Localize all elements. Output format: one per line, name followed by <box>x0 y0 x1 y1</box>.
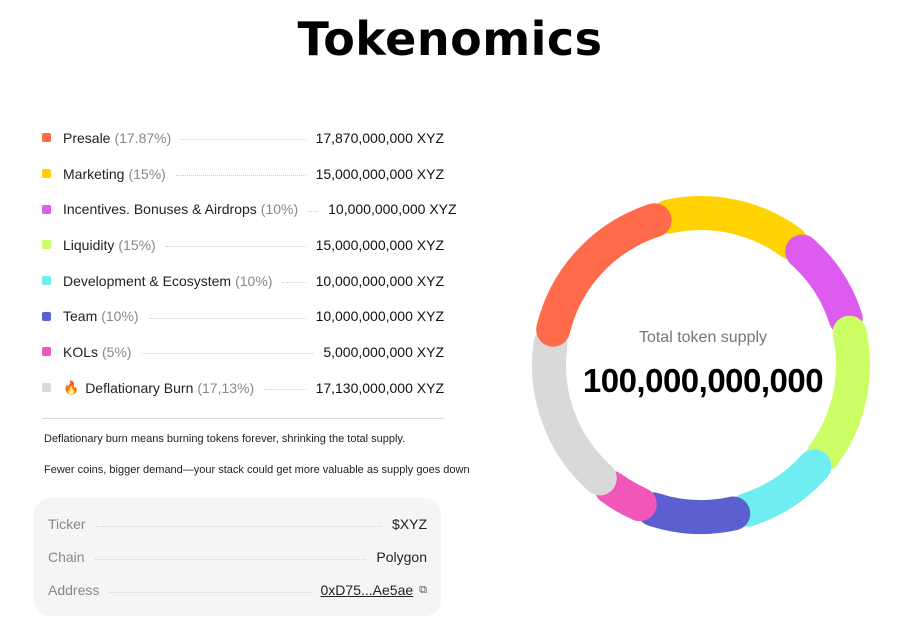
copy-icon[interactable]: ⧉ <box>419 583 427 596</box>
chain-value: Polygon <box>376 549 427 565</box>
legend-item-percent: (10%) <box>101 308 139 325</box>
legend-item-amount: 17,130,000,000 XYZ <box>315 379 444 396</box>
legend-item-amount: 15,000,000,000 XYZ <box>315 165 444 182</box>
legend-item-liquidity: Liquidity (15%) 15,000,000,000 XYZ <box>42 227 444 263</box>
legend-item-label: KOLs <box>63 343 99 360</box>
total-supply-value: 100,000,000,000 <box>582 362 824 399</box>
legend-item-amount: 15,000,000,000 XYZ <box>315 236 444 253</box>
donut-segment-incentives-bonuses-airdrops <box>785 234 863 336</box>
legend-item-amount: 5,000,000,000 XYZ <box>323 343 444 360</box>
dotted-leader <box>282 282 306 284</box>
dotted-leader <box>264 389 306 391</box>
contract-address-link[interactable]: 0xD75...Ae5ae <box>320 582 414 598</box>
legend-item-presale: Presale (17.87%) 17,870,000,000 XYZ <box>42 120 444 156</box>
dotted-leader <box>95 525 382 527</box>
legend-item-percent: (15%) <box>118 236 156 253</box>
dotted-leader <box>308 210 319 212</box>
color-swatch <box>42 383 51 393</box>
tokenomics-legend: Presale (17.87%) 17,870,000,000 XYZ Mark… <box>42 120 457 406</box>
color-swatch <box>42 240 51 250</box>
color-swatch <box>42 276 51 286</box>
color-swatch <box>42 347 51 357</box>
legend-item-development: Development & Ecosystem (10%) 10,000,000… <box>42 263 444 299</box>
total-supply-label: Total token supply <box>638 329 768 346</box>
fire-icon: 🔥 <box>63 379 80 395</box>
dotted-leader <box>109 591 311 593</box>
chain-row: Chain Polygon <box>48 545 427 569</box>
legend-item-kols: KOLs (5%) 5,000,000,000 XYZ <box>42 334 444 370</box>
dotted-leader <box>148 317 306 319</box>
chain-label: Chain <box>48 549 85 565</box>
donut-segment-development-ecosystem <box>730 449 832 527</box>
page-title: Tokenomics <box>297 12 603 66</box>
legend-item-incentives: Incentives. Bonuses & Airdrops (10%) 10,… <box>42 191 457 227</box>
legend-item-percent: (17,13%) <box>197 379 255 396</box>
donut-segment-marketing <box>651 196 808 260</box>
dotted-leader <box>175 175 306 177</box>
legend-item-amount: 10,000,000,000 XYZ <box>315 272 444 289</box>
donut-segment-team <box>636 492 751 534</box>
legend-item-percent: (5%) <box>102 343 132 360</box>
legend-item-label: Incentives. Bonuses & Airdrops <box>63 201 257 218</box>
donut-segment-deflationary-burn <box>532 327 617 496</box>
legend-item-deflationary-burn: 🔥 Deflationary Burn (17,13%) 17,130,000,… <box>42 370 444 406</box>
supply-explanation-text: Fewer coins, bigger demand—your stack co… <box>44 464 470 476</box>
dotted-leader <box>141 353 314 355</box>
address-label: Address <box>48 582 100 598</box>
legend-item-label: Team <box>63 308 98 325</box>
legend-item-label: Deflationary Burn <box>85 379 194 396</box>
legend-item-label: Development & Ecosystem <box>63 272 232 289</box>
legend-item-percent: (15%) <box>128 165 166 182</box>
legend-item-amount: 10,000,000,000 XYZ <box>328 201 457 218</box>
dotted-leader <box>165 246 306 248</box>
legend-item-percent: (17.87%) <box>114 129 172 146</box>
dotted-leader <box>181 139 306 141</box>
donut-segment-kols <box>594 470 657 522</box>
legend-item-label: Liquidity <box>63 236 115 253</box>
donut-segment-liquidity <box>806 315 870 472</box>
color-swatch <box>42 169 51 179</box>
color-swatch <box>42 133 51 143</box>
legend-item-percent: (10%) <box>260 201 299 218</box>
legend-item-amount: 17,870,000,000 XYZ <box>315 129 444 146</box>
divider <box>42 418 444 419</box>
donut-segment-presale <box>536 203 672 347</box>
legend-item-label: Presale <box>63 129 111 146</box>
ticker-label: Ticker <box>48 516 86 532</box>
ticker-row: Ticker $XYZ <box>48 512 427 536</box>
legend-item-team: Team (10%) 10,000,000,000 XYZ <box>42 298 444 334</box>
legend-item-amount: 10,000,000,000 XYZ <box>315 308 444 325</box>
address-row: Address 0xD75...Ae5ae ⧉ <box>48 578 427 602</box>
legend-item-percent: (10%) <box>235 272 273 289</box>
token-info-card: Ticker $XYZ Chain Polygon Address 0xD75.… <box>34 498 441 616</box>
legend-item-label: Marketing <box>63 165 125 182</box>
legend-item-marketing: Marketing (15%) 15,000,000,000 XYZ <box>42 156 444 192</box>
burn-explanation-text: Deflationary burn means burning tokens f… <box>44 433 406 445</box>
color-swatch <box>42 311 51 321</box>
ticker-value: $XYZ <box>391 516 427 532</box>
color-swatch <box>42 204 51 214</box>
allocation-donut-chart <box>532 196 870 534</box>
dotted-leader <box>94 558 367 560</box>
